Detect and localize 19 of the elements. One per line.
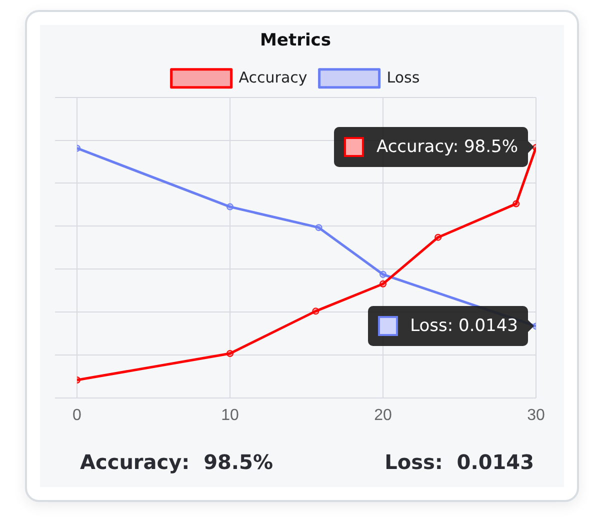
x-tick-label: 20: [374, 406, 392, 424]
legend-label: Accuracy: [238, 68, 308, 86]
annotation: Accuracy: 98.5%: [376, 137, 518, 158]
point: [226, 350, 234, 357]
point: [380, 280, 386, 288]
point: [315, 224, 322, 232]
chart-title: Metrics: [260, 30, 331, 51]
point: [512, 200, 520, 208]
text: Loss: 0.0143: [384, 450, 534, 474]
point: [226, 203, 234, 210]
text: Accuracy: 98.5%: [80, 450, 273, 474]
x-tick-label: 0: [72, 406, 82, 424]
annotation: Loss: 0.0143: [410, 316, 518, 336]
point: [312, 308, 320, 315]
x-tick-label: 30: [527, 406, 545, 424]
legend-label: Loss: [386, 68, 420, 86]
point: [380, 270, 386, 278]
x-tick-label: 10: [221, 406, 239, 424]
point: [434, 234, 442, 241]
